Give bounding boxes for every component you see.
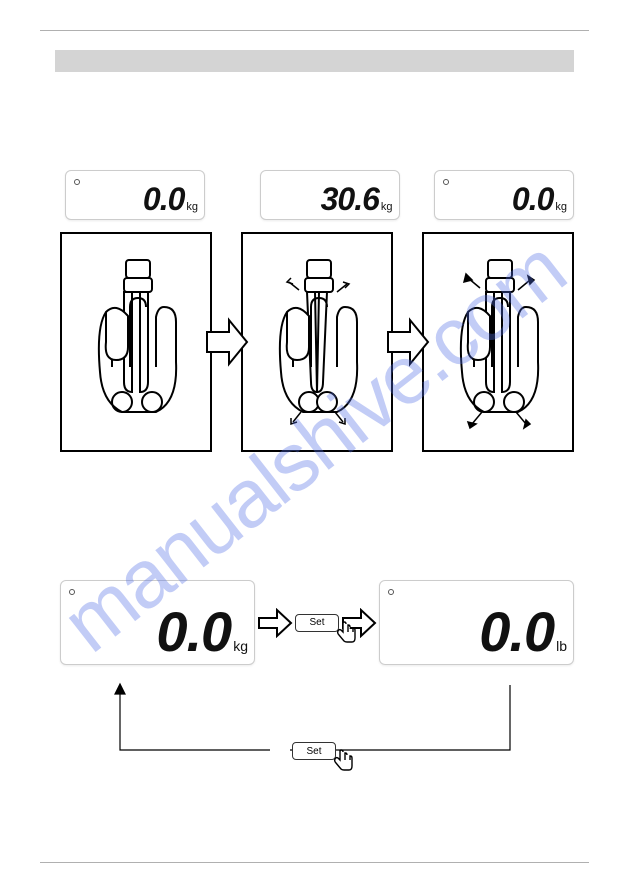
lcd-unit: kg <box>233 638 248 654</box>
set-button[interactable]: Set <box>295 614 339 632</box>
grip-device-squeeze-icon <box>257 252 377 432</box>
hand-illustration-1 <box>60 232 212 452</box>
lcd-unit: lb <box>556 638 567 654</box>
led-indicator <box>69 589 75 595</box>
header-bar <box>55 50 574 72</box>
tap-hand-icon <box>332 748 356 772</box>
bottom-rule <box>40 862 589 863</box>
lcd-unit: kg <box>555 201 567 213</box>
led-indicator <box>388 589 394 595</box>
section1-hand-row <box>60 232 574 452</box>
set-button-group-2: Set <box>292 742 336 760</box>
lcd-display-lb: 0.0 lb <box>379 580 574 665</box>
lcd-unit: kg <box>381 201 393 213</box>
hand-illustration-3 <box>422 232 574 452</box>
lcd-display-kg: 0.0 kg <box>60 580 255 665</box>
arrow-right-icon <box>257 608 293 638</box>
arrow-right-icon <box>205 316 249 368</box>
lcd-value: 0.0 <box>156 604 231 660</box>
lcd-value: 0.0 <box>512 183 553 215</box>
led-indicator <box>443 179 449 185</box>
led-indicator <box>74 179 80 185</box>
lcd-unit: kg <box>186 201 198 213</box>
grip-device-release-icon <box>438 252 558 432</box>
set-button-label: Set <box>309 617 324 628</box>
set-button[interactable]: Set <box>292 742 336 760</box>
section2-row: 0.0 kg Set 0.0 lb <box>60 580 574 665</box>
top-rule <box>40 30 589 31</box>
lcd-value: 0.0 <box>479 604 554 660</box>
hand-illustration-2 <box>241 232 393 452</box>
lcd-value: 30.6 <box>321 183 379 215</box>
arrow-right-icon <box>386 316 430 368</box>
tap-hand-icon <box>335 620 359 644</box>
section1-lcd-row: 0.0 kg 30.6 kg 0.0 kg <box>65 170 574 220</box>
set-button-group: Set <box>295 614 339 632</box>
lcd-display-2: 30.6 kg <box>260 170 400 220</box>
set-button-label: Set <box>306 746 321 757</box>
lcd-display-1: 0.0 kg <box>65 170 205 220</box>
lcd-value: 0.0 <box>143 183 184 215</box>
grip-device-icon <box>76 252 196 432</box>
lcd-display-3: 0.0 kg <box>434 170 574 220</box>
